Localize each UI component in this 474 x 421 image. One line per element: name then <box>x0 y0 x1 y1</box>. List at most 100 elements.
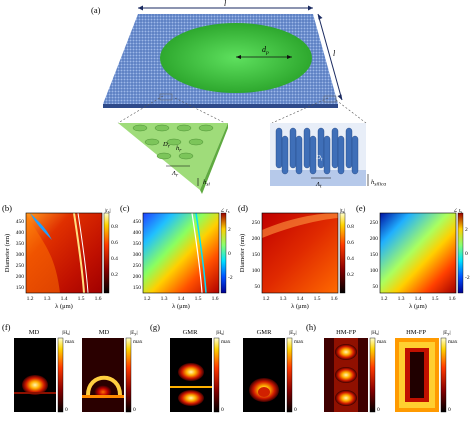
cbar-h1 <box>369 337 376 413</box>
svg-text:1.5: 1.5 <box>314 296 321 302</box>
svg-text:450: 450 <box>16 219 25 225</box>
svg-text:0: 0 <box>448 407 451 413</box>
svg-text:0: 0 <box>228 251 231 257</box>
svg-text:max: max <box>377 339 387 345</box>
svg-text:200: 200 <box>133 274 142 280</box>
field-h-right-title: HM-FP <box>406 329 426 336</box>
svg-text:0: 0 <box>133 407 136 413</box>
inset-blue-pillars <box>275 127 359 175</box>
map-c-image <box>143 213 219 293</box>
svg-text:450: 450 <box>133 219 142 225</box>
svg-text:max: max <box>65 339 75 345</box>
cbar-h1-title: |Hx| <box>371 330 379 336</box>
svg-text:1.6: 1.6 <box>331 296 338 302</box>
svg-text:2: 2 <box>228 227 231 233</box>
svg-text:1.3: 1.3 <box>161 296 168 302</box>
svg-text:250: 250 <box>370 220 379 226</box>
cbar-f1-title: |Hx| <box>62 330 70 336</box>
zoom-guide-4 <box>335 99 367 124</box>
cbar-g1-title: |Hx| <box>216 330 224 336</box>
cbar-b <box>103 212 110 294</box>
inset-green-pillars <box>132 124 214 160</box>
cbar-g2-title: |Ey| <box>289 330 297 336</box>
field-g-left-title: GMR <box>183 329 198 336</box>
cbar-d-ticks: 0.8 0.6 0.4 0.2 <box>347 224 354 278</box>
svg-text:350: 350 <box>16 241 25 247</box>
svg-text:0: 0 <box>65 407 68 413</box>
cbar-c-ticks: 2 0 -2 <box>228 227 233 281</box>
inset-reflective: Dr hr Λr hsi <box>118 123 228 194</box>
svg-text:max: max <box>133 339 143 345</box>
ylabel-b: Diameter (nm) <box>4 234 11 272</box>
zoom-box-2 <box>323 95 337 103</box>
cbar-b-ticks: 0.8 0.6 0.4 0.2 <box>111 224 118 278</box>
svg-text:250: 250 <box>133 263 142 269</box>
svg-text:1.4: 1.4 <box>61 296 68 302</box>
svg-text:0.8: 0.8 <box>347 224 354 230</box>
svg-text:2: 2 <box>465 227 468 233</box>
inset-transmissive: Dt Λt hsilica <box>270 123 386 190</box>
svg-text:200: 200 <box>370 236 379 242</box>
svg-text:0.4: 0.4 <box>111 256 118 262</box>
svg-text:0.2: 0.2 <box>111 272 118 278</box>
svg-text:-2: -2 <box>465 275 470 281</box>
ylabel-d: Diameter (nm) <box>239 234 246 272</box>
yticks-d: 250 200 150 100 50 <box>252 220 261 290</box>
cbar-f1 <box>57 337 64 413</box>
xticks-d: 1.2 1.3 1.4 1.5 1.6 <box>263 296 338 302</box>
field-h-left-title: HM-FP <box>336 329 356 336</box>
cbar-d <box>339 212 346 294</box>
zoom-guide-1 <box>117 95 164 124</box>
cbar-e-ticks: 2 0 -2 <box>465 227 470 281</box>
svg-text:300: 300 <box>133 252 142 258</box>
panel-label-f: (f) <box>2 322 11 332</box>
svg-text:1.5: 1.5 <box>432 296 439 302</box>
cbar-b-title: |rs| <box>105 208 111 214</box>
svg-text:300: 300 <box>16 252 25 258</box>
svg-text:400: 400 <box>133 230 142 236</box>
svg-text:1.3: 1.3 <box>44 296 51 302</box>
cbar-d-title: |ts| <box>340 208 345 214</box>
cbar-g2 <box>286 337 293 413</box>
inset-lambdat-label: Λt <box>315 181 322 190</box>
cbar-h2-title: |Ey| <box>443 330 451 336</box>
svg-text:250: 250 <box>16 263 25 269</box>
xlabel-c: λ (μm) <box>172 303 190 310</box>
svg-text:1.6: 1.6 <box>95 296 102 302</box>
cbar-g1 <box>213 337 220 413</box>
green-disk <box>160 23 312 93</box>
svg-text:max: max <box>448 339 458 345</box>
yticks-c: 450 400 350 300 250 200 150 <box>133 219 142 291</box>
svg-text:200: 200 <box>16 274 25 280</box>
length-label-side: l <box>333 49 336 58</box>
svg-text:150: 150 <box>16 285 25 291</box>
xlabel-d: λ (μm) <box>291 303 309 310</box>
svg-text:150: 150 <box>370 252 379 258</box>
field-f-right <box>82 338 124 412</box>
length-arrow-side <box>317 13 343 101</box>
svg-text:0.4: 0.4 <box>347 256 354 262</box>
length-label-top: l <box>224 0 227 8</box>
panel-b: (b) |rs| 0.8 0.6 0.4 0.2 450 400 350 300 250… <box>2 203 118 310</box>
svg-text:1.2: 1.2 <box>263 296 270 302</box>
svg-text:50: 50 <box>373 284 379 290</box>
svg-text:1.2: 1.2 <box>381 296 388 302</box>
inset-lambda-label: Λr <box>171 170 179 179</box>
panel-label-e: (e) <box>356 203 366 213</box>
slab-edge <box>103 104 338 108</box>
svg-text:0: 0 <box>465 251 468 257</box>
panel-f: (f) MD |Hx| max 0 MD |Ey| max 0 <box>2 322 143 413</box>
xlabel-e: λ (μm) <box>409 303 427 310</box>
panel-label-a: (a) <box>91 5 101 15</box>
svg-text:-2: -2 <box>228 275 233 281</box>
svg-text:max: max <box>294 339 304 345</box>
svg-text:max: max <box>221 339 231 345</box>
diameter-label: dp <box>262 45 269 56</box>
svg-text:0.8: 0.8 <box>111 224 118 230</box>
panel-a: (a) l l dp <box>91 0 386 194</box>
xticks-e: 1.2 1.3 1.4 1.5 1.6 <box>381 296 456 302</box>
svg-text:350: 350 <box>133 241 142 247</box>
yticks-b: 450 400 350 300 250 200 150 <box>16 219 25 291</box>
